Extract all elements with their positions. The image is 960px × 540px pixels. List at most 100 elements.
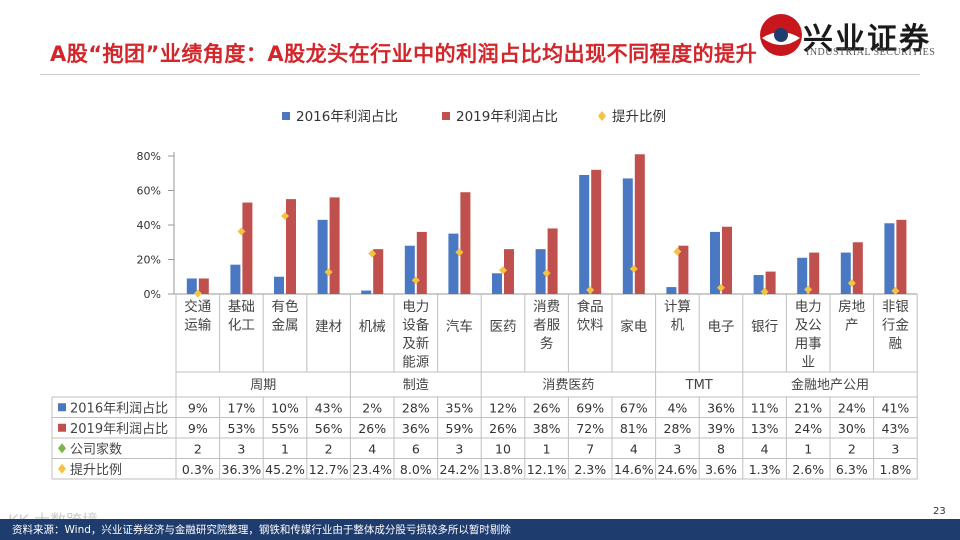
company-logo: 兴业证券 INDUSTRIAL SECURITIES [756,6,956,66]
bar-2019 [460,192,471,294]
point-increase [542,269,551,278]
category-label: 融 [889,336,903,352]
table-cell: 24% [794,421,822,436]
table-row-label: 2019年利润占比 [70,422,168,437]
table-cell: 30% [838,421,866,436]
table-cell: 10 [495,441,511,456]
table-cell: 23.4% [352,462,392,477]
table-cell: 8 [717,441,725,456]
table-cell: 9% [188,421,208,436]
category-label: 饮料 [577,318,604,334]
table-cell: 1.3% [749,462,781,477]
category-label: 业 [801,355,815,371]
bar-2019 [198,278,209,294]
bar-2016 [797,257,808,294]
bar-2016 [535,249,546,294]
table-cell: 6 [412,441,420,456]
bar-2019 [765,271,776,294]
bar-2016 [361,290,372,294]
bar-2019 [809,252,820,294]
point-increase [237,227,246,236]
table-cell: 3.6% [705,462,737,477]
category-label: 机械 [359,319,386,335]
point-increase [193,289,202,298]
bar-2019 [504,249,514,294]
bar-2016 [492,273,502,294]
category-label: 产 [845,318,859,334]
bar-2016 [404,245,415,294]
category-label: 银行 [751,319,778,335]
category-label: 汽车 [446,318,473,335]
table-cell: 43% [882,421,910,436]
bar-2016 [274,276,284,294]
table-cell: 59% [446,421,474,436]
table-cell: 24% [838,400,866,415]
table-cell: 41% [882,400,910,415]
title-divider [40,74,920,75]
table-cell: 67% [620,400,648,415]
table-cell: 11% [751,400,779,415]
bar-2019 [591,169,602,294]
table-cell: 14.6% [614,462,654,477]
category-label: 及新 [402,336,429,352]
bar-2019 [634,154,645,294]
bar-2016 [666,287,677,294]
category-label: 及公 [795,318,822,334]
point-increase [891,286,900,295]
profit-share-chart: 2016年利润占比 2019年利润占比 提升比例80%60%40%20%0%交通运输… [51,109,918,480]
table-row-label: 2016年利润占比 [70,401,168,416]
category-label: 机 [671,318,685,334]
category-label: 务 [540,336,554,352]
point-increase [717,283,725,292]
bar-2016 [186,278,197,294]
table-cell: 12% [489,400,517,415]
point-increase [411,276,420,285]
table-cell: 24.6% [658,462,698,477]
point-increase [847,279,856,288]
group-label: 消费医药 [542,378,594,393]
table-cell: 2.3% [574,462,606,477]
table-cell: 3 [673,441,681,456]
point-increase [281,212,289,221]
bar-2016 [622,178,633,294]
legend-label-1: 2019年利润占比 [456,109,558,125]
category-label: 电子 [708,319,735,335]
point-increase [499,266,507,275]
bar-2016 [448,233,459,294]
category-label: 食品 [577,298,604,315]
category-label: 非银 [882,299,910,315]
y-tick-label: 60% [137,185,161,198]
bar-2019 [896,219,907,294]
logo-subtitle: INDUSTRIAL SECURITIES [806,47,936,58]
table-cell: 0.3% [182,462,214,477]
table-cell: 3 [455,441,463,456]
category-label: 者服 [533,318,561,334]
table-cell: 13.8% [483,462,523,477]
category-label: 能源 [402,355,429,371]
point-increase [804,285,813,294]
table-cell: 4 [761,441,769,456]
source-note: 资料来源：Wind，兴业证券经济与金融研究院整理，钢铁和传媒行业由于整体成分股亏… [12,524,511,536]
table-cell: 26% [533,400,561,415]
table-cell: 3 [891,441,899,456]
category-label: 交通 [184,298,211,315]
category-label: 用事 [795,336,822,352]
category-label: 基础 [228,298,255,315]
table-cell: 8.0% [400,462,432,477]
table-cell: 26% [358,421,386,436]
category-label: 设备 [402,317,429,334]
table-cell: 1.8% [880,462,912,477]
logo-name: 兴业证券 [803,22,931,57]
bar-2019 [242,202,253,294]
bar-2019 [722,226,732,294]
legend-label-0: 2016年利润占比 [296,109,398,125]
table-cell: 43% [315,400,343,415]
table-cell: 36% [707,400,735,415]
table-row-label: 提升比例 [70,462,122,478]
category-label: 电力 [795,299,822,315]
legend-marker-1 [442,112,450,120]
group-label: 周期 [250,378,276,393]
category-label: 计算 [664,299,691,315]
table-cell: 21% [794,400,822,415]
bar-2019 [678,245,689,294]
